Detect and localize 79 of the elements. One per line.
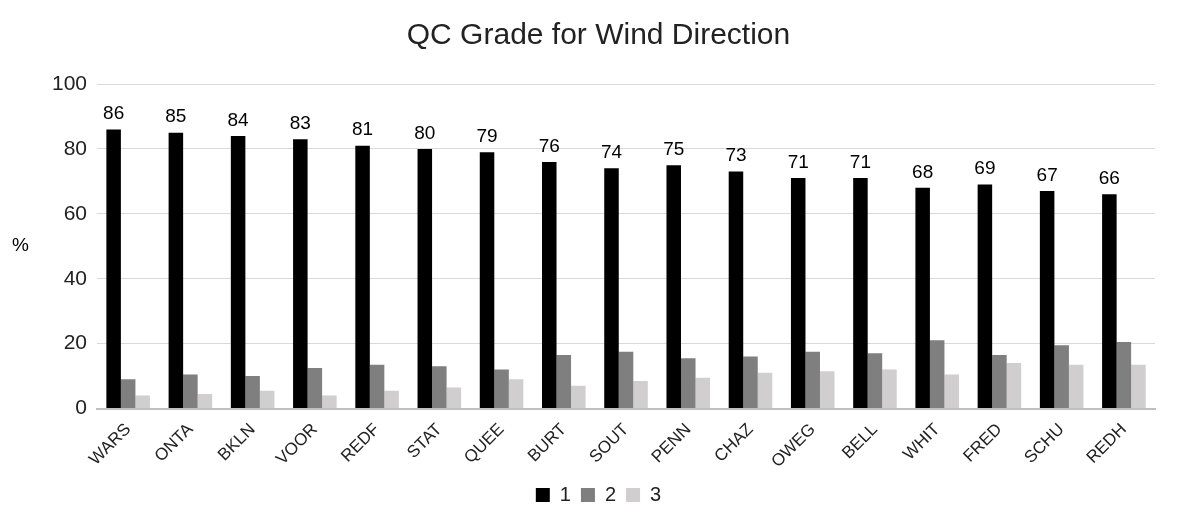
bar: [1102, 194, 1117, 409]
data-label: 81: [352, 118, 374, 140]
bar: [819, 371, 835, 409]
y-tick-label: 40: [63, 265, 88, 289]
bar: [369, 364, 385, 409]
y-tick-label: 0: [75, 395, 88, 419]
data-label: 75: [663, 137, 685, 159]
legend-label: 1: [559, 482, 571, 505]
bar: [680, 358, 696, 409]
y-tick-label: 60: [63, 200, 88, 224]
bar: [432, 366, 447, 409]
y-axis-title: %: [12, 234, 29, 256]
bar: [633, 380, 648, 409]
data-label: 71: [849, 150, 871, 172]
bar: [168, 132, 184, 409]
bar: [882, 369, 897, 409]
bar: [571, 385, 586, 409]
data-label: 66: [1098, 167, 1120, 189]
bar: [197, 393, 213, 409]
data-label: 71: [787, 150, 809, 172]
bar: [790, 178, 806, 409]
bar: [307, 367, 323, 409]
bar: [728, 171, 744, 409]
bar: [494, 369, 509, 409]
data-label: 74: [600, 141, 623, 163]
bar: [508, 379, 524, 409]
bar: [355, 145, 370, 409]
bar: [695, 377, 711, 409]
bar: [743, 356, 758, 409]
bar: [1068, 364, 1084, 409]
bar: [293, 139, 308, 409]
data-label: 69: [974, 157, 996, 179]
bar: [944, 374, 959, 409]
bar: [1054, 345, 1069, 409]
bar: [929, 340, 945, 409]
data-label: 79: [476, 124, 498, 146]
data-label: 86: [103, 102, 125, 124]
bar: [977, 184, 993, 409]
data-label: 68: [912, 160, 934, 182]
bar: [556, 354, 572, 409]
bar: [1006, 363, 1022, 409]
data-label: 85: [165, 105, 187, 127]
bar: [135, 395, 150, 409]
bar: [542, 161, 557, 409]
bar: [183, 374, 198, 409]
bar: [245, 376, 260, 409]
bar: [915, 187, 930, 409]
bar: [867, 353, 883, 409]
bar: [230, 135, 246, 409]
data-label: 80: [414, 121, 436, 143]
data-label: 84: [227, 108, 250, 130]
chart-title: QC Grade for Wind Direction: [406, 17, 791, 51]
data-label: 76: [538, 134, 560, 156]
bar: [1131, 364, 1146, 409]
bar: [1039, 191, 1055, 409]
y-tick-label: 80: [63, 135, 88, 159]
y-tick-label: 100: [51, 70, 88, 94]
legend-label: 3: [650, 482, 662, 505]
bar: [618, 351, 634, 409]
bar: [384, 390, 399, 409]
bar: [604, 168, 619, 409]
bar: [853, 178, 868, 409]
legend-label: 2: [604, 482, 617, 505]
bar: [805, 351, 820, 409]
data-label: 73: [725, 144, 747, 166]
data-label: 83: [289, 111, 311, 133]
bar: [417, 148, 433, 409]
bar: [322, 395, 337, 409]
bar: [259, 390, 275, 409]
bar: [446, 387, 462, 409]
bar: [757, 372, 773, 409]
bar: [666, 165, 681, 409]
bar: [120, 379, 136, 409]
data-label: 67: [1036, 163, 1058, 185]
y-tick-label: 20: [63, 330, 88, 354]
bar: [479, 152, 495, 409]
bar: [992, 354, 1007, 409]
bar: [1116, 341, 1132, 409]
bar: [106, 129, 121, 409]
